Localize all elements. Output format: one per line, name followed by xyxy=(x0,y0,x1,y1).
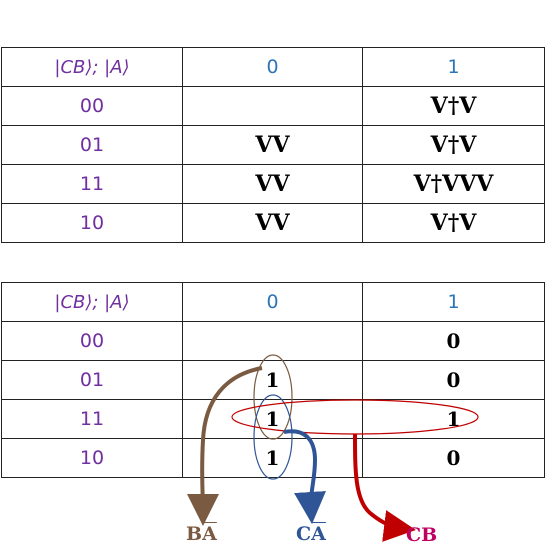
cell: V†V xyxy=(362,86,545,126)
corner-label: |CB⟩; |A⟩ xyxy=(1,47,183,87)
row-label: 11 xyxy=(1,164,183,204)
table-row: 01 1 0 xyxy=(1,360,545,400)
cell: 1 xyxy=(182,399,363,439)
row-label: 01 xyxy=(1,125,183,165)
table-row: 10 VV V†V xyxy=(1,203,545,243)
col-header-0: 0 xyxy=(182,282,363,322)
table-row: 00 0 xyxy=(1,321,545,361)
col-header-0: 0 xyxy=(182,47,363,87)
table-row: 11 1 1 xyxy=(1,399,545,439)
row-label: 10 xyxy=(1,438,183,478)
cell: 1 xyxy=(182,438,363,478)
cell: V†V xyxy=(362,203,545,243)
cell: 0 xyxy=(362,360,545,400)
cell: 1 xyxy=(362,399,545,439)
cell: 1 xyxy=(182,360,363,400)
cell: V†VVV xyxy=(362,164,545,204)
cell: VV xyxy=(182,203,363,243)
cell: 0 xyxy=(362,438,545,478)
header-row: |CB⟩; |A⟩ 0 1 xyxy=(1,282,545,322)
cell: V†V xyxy=(362,125,545,165)
table-row: 00 V†V xyxy=(1,86,545,126)
header-row: |CB⟩; |A⟩ 0 1 xyxy=(1,47,545,87)
term-cb: CB xyxy=(406,524,438,546)
row-label: 00 xyxy=(1,321,183,361)
row-label: 11 xyxy=(1,399,183,439)
cell xyxy=(182,321,363,361)
cell: 0 xyxy=(362,321,545,361)
table-row: 10 1 0 xyxy=(1,438,545,478)
row-label: 00 xyxy=(1,86,183,126)
cell: VV xyxy=(182,164,363,204)
table-row: 01 VV V†V xyxy=(1,125,545,165)
karnaugh-map-table: |CB⟩; |A⟩ 0 1 00 0 01 1 0 11 1 1 10 1 0 xyxy=(1,282,545,478)
term-ca: CA xyxy=(296,523,326,545)
row-label: 01 xyxy=(1,360,183,400)
corner-label: |CB⟩; |A⟩ xyxy=(1,282,183,322)
col-header-1: 1 xyxy=(362,282,545,322)
term-ba: BA xyxy=(186,523,217,545)
col-header-1: 1 xyxy=(362,47,545,87)
operator-map-table: |CB⟩; |A⟩ 0 1 00 V†V 01 VV V†V 11 VV V†V… xyxy=(1,47,545,243)
table-row: 11 VV V†VVV xyxy=(1,164,545,204)
cell xyxy=(182,86,363,126)
cell: VV xyxy=(182,125,363,165)
row-label: 10 xyxy=(1,203,183,243)
